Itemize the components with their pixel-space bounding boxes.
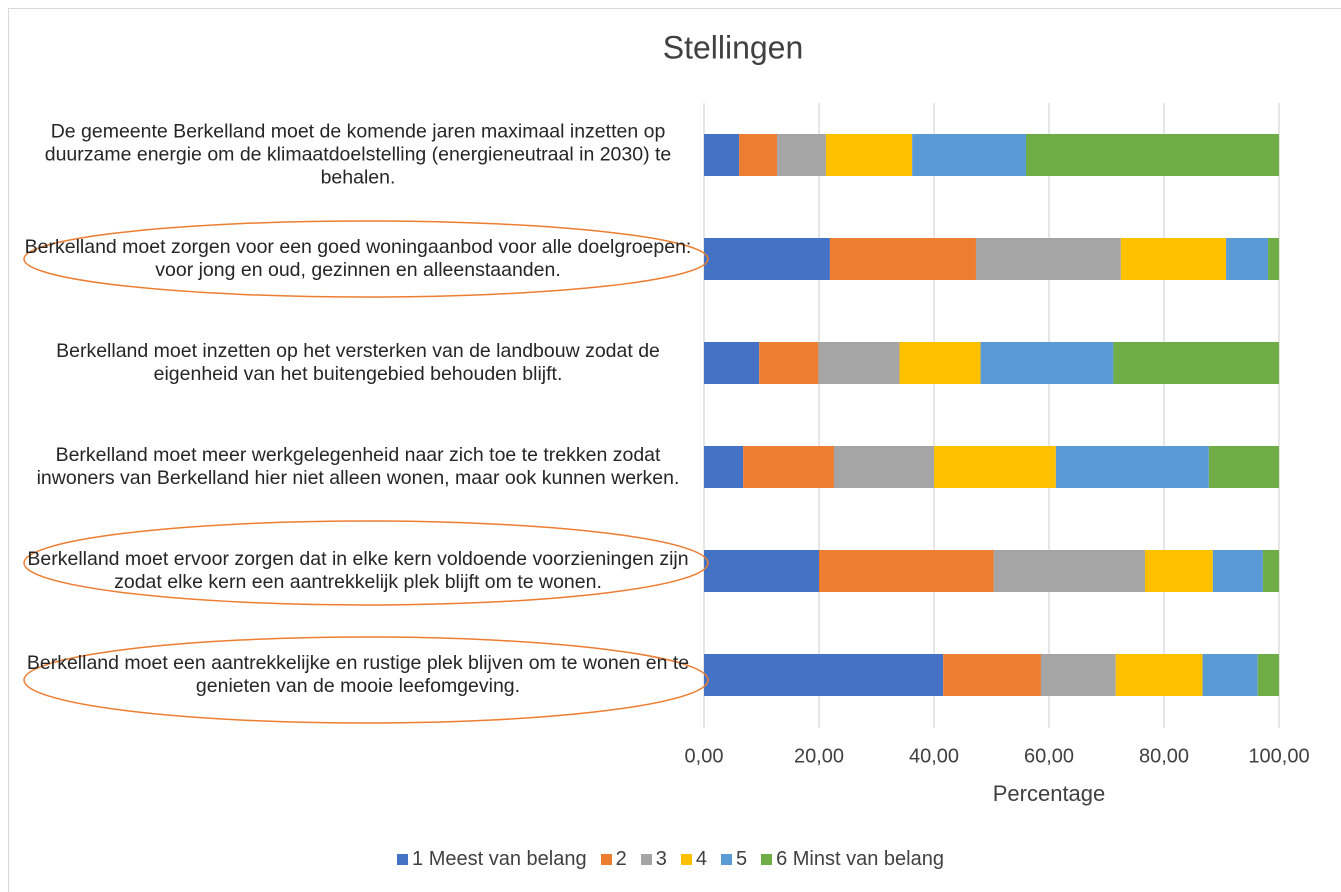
chart-frame (8, 8, 1341, 892)
category-label: Berkelland moet inzetten op het versterk… (56, 340, 660, 385)
bar-segment (1257, 654, 1279, 696)
legend-swatch (600, 854, 612, 865)
bar-segment (1113, 342, 1279, 384)
bar-segment (1040, 654, 1116, 696)
bar-segment (759, 342, 819, 384)
legend-label: 4 (695, 848, 707, 870)
legend-item: 4 (680, 848, 707, 871)
highlight-ellipse (23, 636, 709, 724)
bar-segment (819, 550, 994, 592)
bar-segment (1268, 238, 1279, 280)
bar-segment (818, 342, 900, 384)
bar-segment (1226, 238, 1269, 280)
x-tick-label: 0,00 (685, 745, 724, 767)
legend-label: 5 (735, 848, 748, 870)
bar-segment (1202, 654, 1258, 696)
bar-segment (833, 446, 934, 488)
bar-segment (704, 654, 944, 696)
category-label: Berkelland moet een aantrekkelijke en ru… (26, 652, 690, 697)
legend-label: 2 (615, 848, 627, 870)
legend-item: 3 (640, 848, 667, 871)
legend-item: 5 (720, 848, 748, 871)
x-tick-label: 20,00 (794, 745, 844, 767)
bar-segment (825, 134, 913, 176)
bar-segment (704, 238, 830, 280)
legend-item: 2 (600, 848, 627, 871)
legend-swatch (720, 854, 732, 865)
bar-segment (829, 238, 976, 280)
bar-segment (980, 342, 1114, 384)
bar-segment (899, 342, 981, 384)
bar-segment (1145, 550, 1213, 592)
bar-segment (943, 654, 1041, 696)
category-label: Berkelland moet zorgen voor een goed won… (24, 236, 692, 281)
category-label: De gemeente Berkelland moet de komende j… (44, 120, 672, 189)
category-label: Berkelland moet ervoor zorgen dat in elk… (27, 548, 689, 593)
bar-segment (1212, 550, 1263, 592)
bar-segment (739, 134, 778, 176)
bar-segment (975, 238, 1121, 280)
legend-swatch (640, 854, 652, 865)
bar-segment (704, 134, 740, 176)
legend-label: 6 Minst van belang (776, 848, 944, 870)
bar-segment (1208, 446, 1279, 488)
legend-swatch (397, 854, 409, 865)
bar-segment (704, 550, 819, 592)
bar-segment (1120, 238, 1227, 280)
legend-swatch (761, 854, 773, 865)
x-tick-label: 80,00 (1139, 745, 1189, 767)
x-axis-title: Percentage (993, 781, 1106, 806)
bar-segment (1026, 134, 1279, 176)
x-tick-label: 100,00 (1248, 745, 1309, 767)
x-tick-label: 60,00 (1024, 745, 1074, 767)
legend-label: 1 Meest van belang (412, 848, 587, 870)
legend-item: 1 Meest van belang (397, 848, 587, 871)
category-label: Berkelland moet meer werkgelegenheid naa… (36, 444, 680, 489)
bar-segment (993, 550, 1146, 592)
legend: 1 Meest van belang 2 3 4 5 6 Minst van belang (0, 848, 1341, 871)
bar-segment (912, 134, 1026, 176)
bar-segment (1055, 446, 1209, 488)
bar-segment (1115, 654, 1203, 696)
bar-segment (934, 446, 1056, 488)
bar-segment (1262, 550, 1279, 592)
legend-label: 3 (655, 848, 667, 870)
x-tick-label: 40,00 (909, 745, 959, 767)
bar-segment (704, 446, 744, 488)
legend-item: 6 Minst van belang (761, 848, 944, 871)
highlight-ellipse (23, 520, 709, 606)
highlight-ellipse (23, 220, 709, 298)
bar-segment (743, 446, 834, 488)
bar-segment (777, 134, 826, 176)
bar-segment (704, 342, 760, 384)
legend-swatch (680, 854, 692, 865)
chart-title: Stellingen (663, 29, 804, 65)
